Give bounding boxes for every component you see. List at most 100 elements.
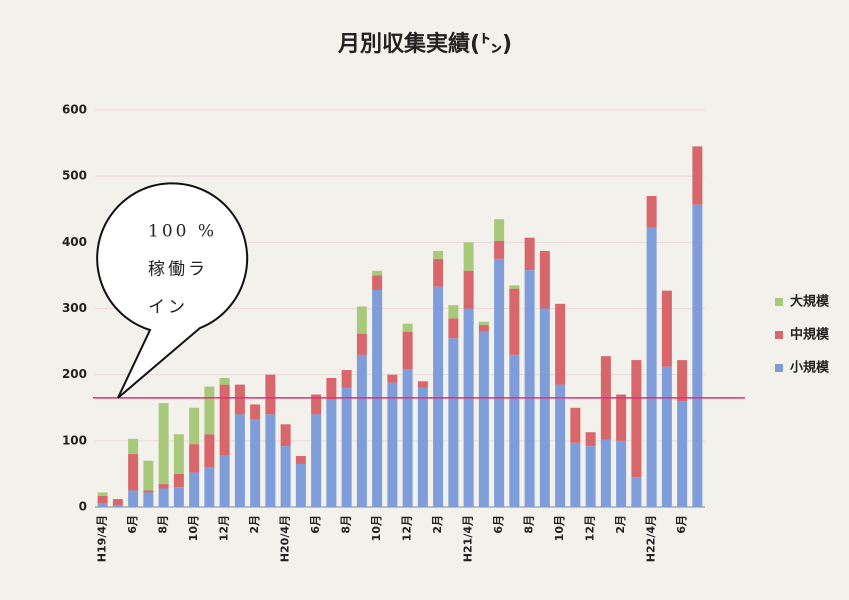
bar-segment [616,395,626,441]
bar-segment [159,484,169,489]
bar-segment [525,238,535,270]
legend-swatch [775,298,783,306]
x-tick-label: 8月 [523,515,536,534]
bar-segment [128,490,138,507]
chart-title: 月別収集実績(㌧) [337,31,512,57]
bar-segment [342,370,352,388]
bar-segment [174,487,184,507]
x-tick-label: 6月 [675,515,688,534]
bar-segment [281,446,291,507]
bar-segment [494,219,504,241]
bar-segment [128,454,138,490]
bar-segment [570,443,580,507]
bar-segment [494,259,504,507]
bar-segment [555,304,565,385]
bar-segment [662,367,672,507]
bar-segment [189,473,199,507]
bar-segment [357,355,367,507]
bar-segment [113,505,123,507]
x-tick-label: H21/4月 [462,515,475,562]
bar-segment [387,383,397,507]
bar-segment [220,378,230,385]
bar-segment [113,499,123,505]
callout-text: 100 % [148,222,217,242]
bar-segment [98,492,108,495]
bar-segment [479,322,489,325]
bar-segment [220,455,230,507]
x-tick-label: 12月 [584,515,597,541]
bar-segment [586,446,596,507]
bar-segment [326,400,336,507]
bar-segment [433,251,443,259]
bar-segment [342,388,352,507]
bar-segment [372,275,382,290]
y-tick-label: 400 [62,235,87,249]
x-tick-label: H22/4月 [645,515,658,562]
bar-segment [296,464,306,507]
legend-label: 大規模 [790,294,830,310]
bar-segment [265,414,275,507]
y-tick-label: 300 [62,301,87,315]
bar-segment [250,404,260,419]
bar-segment [220,385,230,456]
y-tick-label: 0 [79,500,87,514]
bar-segment [174,474,184,487]
bar-segment [570,408,580,443]
bar-segment [525,270,535,507]
bar-segment [128,439,138,454]
x-tick-label: 6月 [309,515,322,534]
y-tick-label: 100 [62,433,87,447]
bar-segment [372,271,382,276]
bar-segment [403,332,413,370]
bar-segment [448,338,458,507]
bar-segment [296,456,306,464]
bar-segment [555,385,565,507]
x-tick-label: 12月 [401,515,414,541]
bar-segment [357,307,367,334]
y-tick-label: 500 [62,169,87,183]
bar-segment [647,196,657,228]
bar-segment [98,496,108,504]
bar-segment [616,441,626,507]
x-tick-label: 2月 [431,515,444,534]
y-tick-label: 200 [62,367,87,381]
x-tick-label: 10月 [370,515,383,541]
x-tick-label: 10月 [187,515,200,541]
x-tick-label: 12月 [218,515,231,541]
bar-segment [159,403,169,484]
bar-segment [479,332,489,507]
bar-segment [204,467,214,507]
bar-segment [418,388,428,507]
x-tick-label: 6月 [492,515,505,534]
bar-segment [326,378,336,400]
bar-segment [281,424,291,446]
bar-segment [692,205,702,507]
bar-segment [250,419,260,507]
x-tick-label: H19/4月 [96,515,109,562]
bar-segment [357,334,367,355]
bar-segment [174,434,184,474]
bar-segment [433,259,443,287]
bar-segment [311,414,321,507]
bar-segment [98,504,108,507]
bar-segment [235,385,245,415]
bar-segment [509,289,519,355]
bar-segment [662,291,672,367]
x-tick-label: 8月 [340,515,353,534]
bar-segment [494,241,504,259]
bar-segment [189,444,199,472]
x-tick-label: 2月 [248,515,261,534]
bar-segment [143,461,153,491]
bar-segment [540,251,550,309]
bar-segment [692,146,702,204]
bar-segment [464,271,474,309]
bar-segment [159,488,169,507]
x-tick-label: 6月 [126,515,139,534]
bar-segment [387,375,397,383]
x-tick-label: H20/4月 [279,515,292,562]
legend-swatch [775,364,783,372]
bar-segment [586,432,596,446]
y-tick-label: 600 [62,103,87,117]
legend-swatch [775,331,783,339]
bar-segment [677,360,687,401]
